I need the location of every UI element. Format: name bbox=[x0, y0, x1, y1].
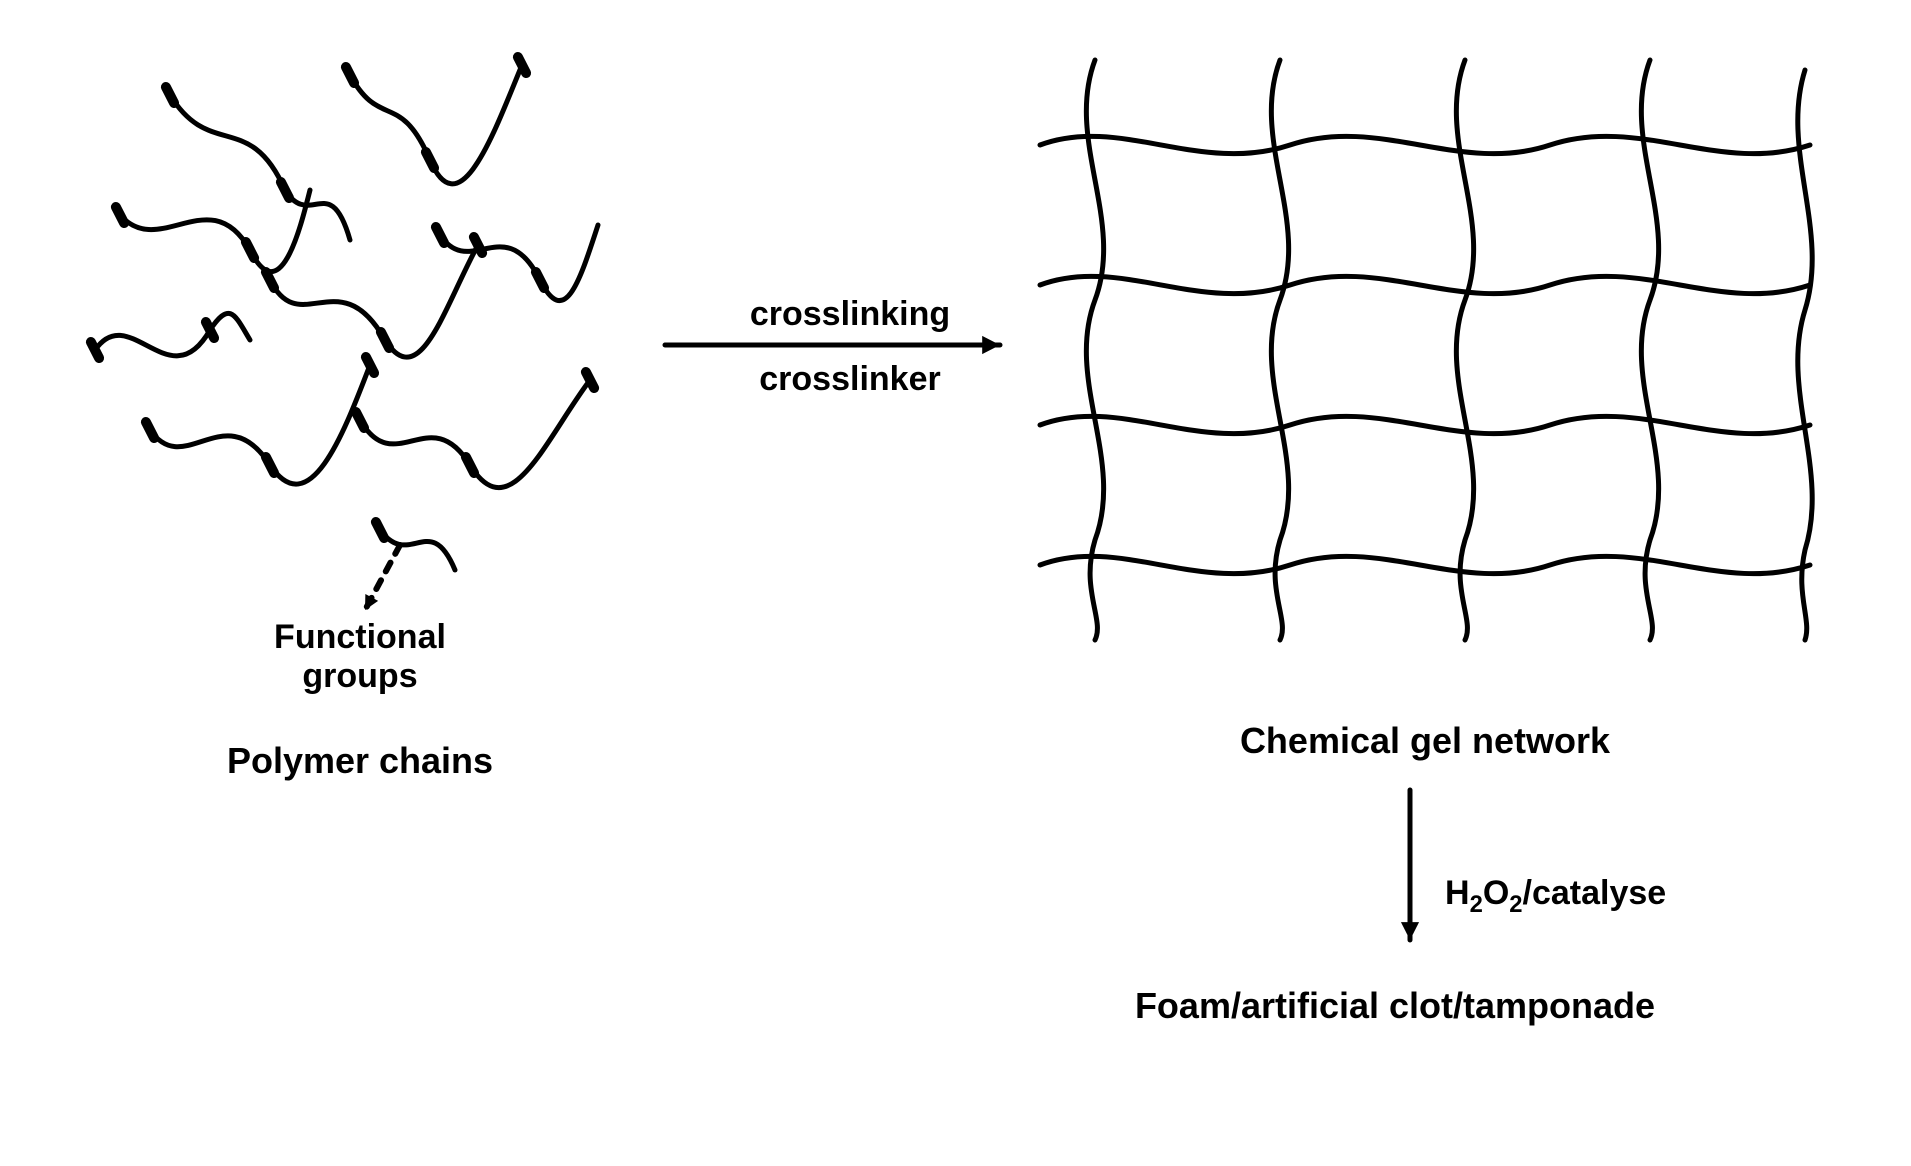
foam-line-label: Foam/artificial clot/tamponade bbox=[1005, 985, 1785, 1027]
h2o2-sub2: 2 bbox=[1509, 891, 1522, 918]
h2o2-sub1: 2 bbox=[1470, 891, 1483, 918]
functional-groups-label: Functional groups bbox=[210, 618, 510, 696]
h2o2-catalyse-label: H2O2/catalyse bbox=[1445, 835, 1745, 919]
h2o2-mid: O bbox=[1483, 874, 1509, 912]
polymer-chains-label: Polymer chains bbox=[180, 740, 540, 782]
crosslinker-label: crosslinker bbox=[720, 360, 980, 399]
h2o2-post: /catalyse bbox=[1523, 874, 1667, 912]
chemical-gel-network-label: Chemical gel network bbox=[1180, 720, 1670, 762]
h2o2-pre: H bbox=[1445, 874, 1470, 912]
diagram-root: Functional groups Polymer chains crossli… bbox=[0, 0, 1911, 1166]
crosslinking-label: crosslinking bbox=[720, 295, 980, 334]
